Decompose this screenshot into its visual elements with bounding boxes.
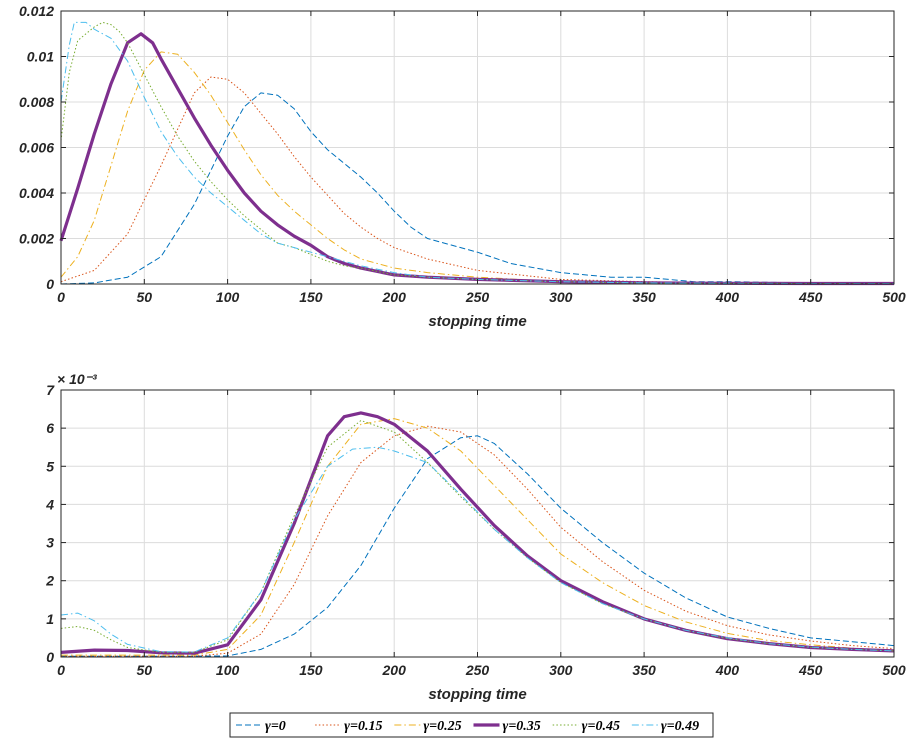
x-tick-label: 100 xyxy=(216,289,240,305)
series-line-2 xyxy=(61,418,895,656)
series-line-5 xyxy=(60,446,895,653)
y-tick-label: 0 xyxy=(46,276,54,292)
y-tick-label: 0.012 xyxy=(19,3,54,19)
legend-label-4: γ=0.45 xyxy=(582,719,620,734)
x-tick-label: 250 xyxy=(465,289,490,305)
x-tick-label: 350 xyxy=(632,289,656,305)
x-tick-label: 150 xyxy=(299,662,323,678)
x-tick-label: 350 xyxy=(632,662,656,678)
series-line-4 xyxy=(60,420,895,653)
x-axis-label: stopping time xyxy=(428,686,526,703)
x-axis-label: stopping time xyxy=(428,313,526,330)
x-tick-label: 400 xyxy=(715,289,740,305)
y-tick-label: 3 xyxy=(46,535,54,551)
x-tick-label: 450 xyxy=(798,662,823,678)
legend-label-3: γ=0.35 xyxy=(503,719,541,734)
y-exponent-label: × 10⁻³ xyxy=(57,371,97,387)
top-plot: 0 50 100 150 200 250 300 350 400 450 500 0 0.002 0.00… xyxy=(19,3,906,330)
x-tick-label: 400 xyxy=(715,662,740,678)
x-tick-label: 500 xyxy=(882,289,906,305)
x-tick-label: 50 xyxy=(137,662,153,678)
series-line-3 xyxy=(60,411,895,655)
x-tick-label: 50 xyxy=(137,289,153,305)
series-line-5 xyxy=(60,21,894,284)
x-tick-label: 200 xyxy=(382,289,407,305)
legend-label-2: γ=0.25 xyxy=(423,719,461,734)
y-tick-label: 0.006 xyxy=(19,140,54,156)
y-tick-label: 7 xyxy=(46,382,55,398)
y-tick-label: 5 xyxy=(46,458,54,474)
legend-box xyxy=(229,712,714,738)
y-tick-label: 0.002 xyxy=(19,231,54,247)
series-line-2 xyxy=(60,51,894,284)
x-tick-label: 150 xyxy=(299,289,323,305)
legend-label-0: γ=0 xyxy=(265,719,286,734)
series-line-0 xyxy=(61,435,895,657)
x-tick-label: 250 xyxy=(465,662,490,678)
y-tick-label: 1 xyxy=(46,611,54,627)
y-tick-label: 2 xyxy=(45,573,54,589)
y-tick-label: 0.008 xyxy=(19,94,54,110)
y-tick-label: 0.01 xyxy=(27,49,54,65)
x-tick-label: 0 xyxy=(57,289,65,305)
x-tick-label: 300 xyxy=(549,289,573,305)
y-tick-label: 0 xyxy=(46,649,54,665)
series-line-3 xyxy=(59,32,894,286)
legend-label-5: γ=0.49 xyxy=(661,719,699,734)
y-tick-label: 6 xyxy=(46,420,54,436)
y-tick-label: 4 xyxy=(45,496,54,512)
x-tick-label: 300 xyxy=(549,662,573,678)
legend: γ=0 γ=0.15 γ=0.25 γ=0.35 γ=0.45 γ=0.49 xyxy=(229,712,714,738)
bottom-plot: 0 50 100 150 200 250 300 350 400 450 500 0 1 2 3 4 5 6 7 st… xyxy=(45,371,906,703)
series-line-1 xyxy=(61,425,895,657)
series-line-0 xyxy=(60,92,895,285)
x-tick-label: 500 xyxy=(882,662,906,678)
x-tick-label: 200 xyxy=(382,662,407,678)
y-tick-label: 0.004 xyxy=(19,185,54,201)
x-tick-label: 0 xyxy=(57,662,65,678)
x-tick-label: 450 xyxy=(798,289,823,305)
x-tick-label: 100 xyxy=(216,662,240,678)
legend-label-1: γ=0.15 xyxy=(344,719,382,734)
